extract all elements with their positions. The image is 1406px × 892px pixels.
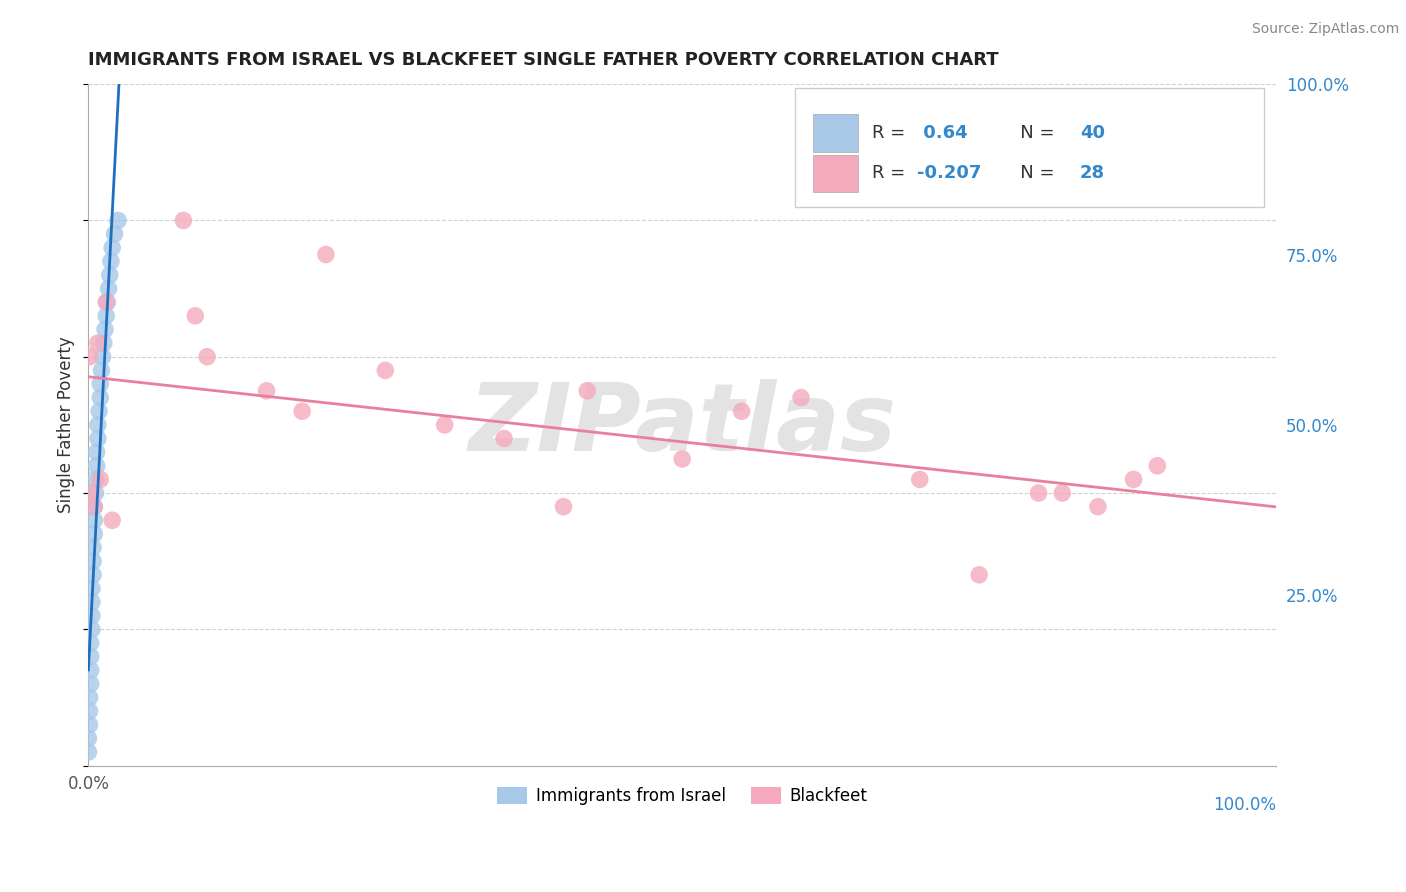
Point (315, 247, 337, 261)
Text: IMMIGRANTS FROM ISRAEL VS BLACKFEET SINGLE FATHER POVERTY CORRELATION CHART: IMMIGRANTS FROM ISRAEL VS BLACKFEET SING… (89, 51, 1000, 69)
Point (291, 404, 314, 418)
Text: -0.207: -0.207 (917, 164, 981, 182)
Point (84, 472, 107, 486)
Text: 28: 28 (1080, 164, 1105, 182)
Point (84, 486, 107, 500)
Point (89, 391, 111, 405)
Point (80, 623, 103, 637)
Legend: Immigrants from Israel, Blackfeet: Immigrants from Israel, Blackfeet (491, 780, 873, 812)
Point (96, 295, 118, 310)
Point (86, 445, 108, 459)
Point (195, 350, 218, 364)
Point (97, 282, 120, 296)
Point (908, 472, 931, 486)
Point (90, 363, 112, 377)
Point (98, 268, 121, 282)
Text: 40: 40 (1080, 124, 1105, 142)
Point (79, 704, 101, 718)
Point (82, 554, 104, 568)
Point (82, 567, 104, 582)
Point (107, 213, 129, 227)
Point (80, 608, 103, 623)
Point (77, 745, 100, 759)
Point (79, 718, 101, 732)
Point (79, 350, 101, 364)
Point (256, 384, 278, 398)
Point (100, 254, 122, 268)
Point (101, 241, 124, 255)
FancyBboxPatch shape (813, 154, 858, 192)
Point (433, 417, 456, 432)
Point (553, 500, 575, 514)
Point (93, 336, 115, 351)
Point (82, 541, 104, 555)
Point (967, 567, 990, 582)
Point (80, 486, 103, 500)
Point (89, 472, 111, 486)
Point (77, 731, 100, 746)
Point (1122, 472, 1144, 486)
Point (89, 376, 111, 391)
Point (83, 500, 105, 514)
Text: Source: ZipAtlas.com: Source: ZipAtlas.com (1251, 22, 1399, 37)
Point (83, 513, 105, 527)
Point (101, 513, 124, 527)
Point (83, 527, 105, 541)
Point (80, 636, 103, 650)
FancyBboxPatch shape (794, 87, 1264, 207)
Point (94, 322, 117, 336)
Text: N =: N = (1002, 124, 1060, 142)
Point (87, 336, 110, 351)
Point (576, 384, 599, 398)
Point (790, 391, 813, 405)
Point (494, 432, 516, 446)
Point (79, 690, 101, 705)
Point (80, 677, 103, 691)
Point (83, 500, 105, 514)
Point (1087, 500, 1109, 514)
Point (91, 350, 114, 364)
Point (103, 227, 125, 241)
Point (730, 404, 752, 418)
Y-axis label: Single Father Poverty: Single Father Poverty (58, 336, 75, 513)
Point (172, 213, 194, 227)
Point (374, 363, 396, 377)
Point (86, 458, 108, 473)
Point (80, 582, 103, 596)
Text: 100.0%: 100.0% (1213, 797, 1277, 814)
Point (96, 295, 118, 310)
Point (1146, 458, 1168, 473)
Point (184, 309, 207, 323)
Point (96, 309, 118, 323)
Text: N =: N = (1002, 164, 1060, 182)
Point (671, 452, 693, 467)
Point (1028, 486, 1050, 500)
FancyBboxPatch shape (813, 114, 858, 152)
Text: ZIPatlas: ZIPatlas (468, 379, 896, 471)
Text: R =: R = (872, 164, 911, 182)
Point (87, 417, 110, 432)
Point (87, 432, 110, 446)
Text: 0.64: 0.64 (917, 124, 967, 142)
Point (80, 663, 103, 677)
Point (80, 649, 103, 664)
Point (87, 404, 110, 418)
Text: R =: R = (872, 124, 911, 142)
Point (80, 595, 103, 609)
Point (1052, 486, 1074, 500)
